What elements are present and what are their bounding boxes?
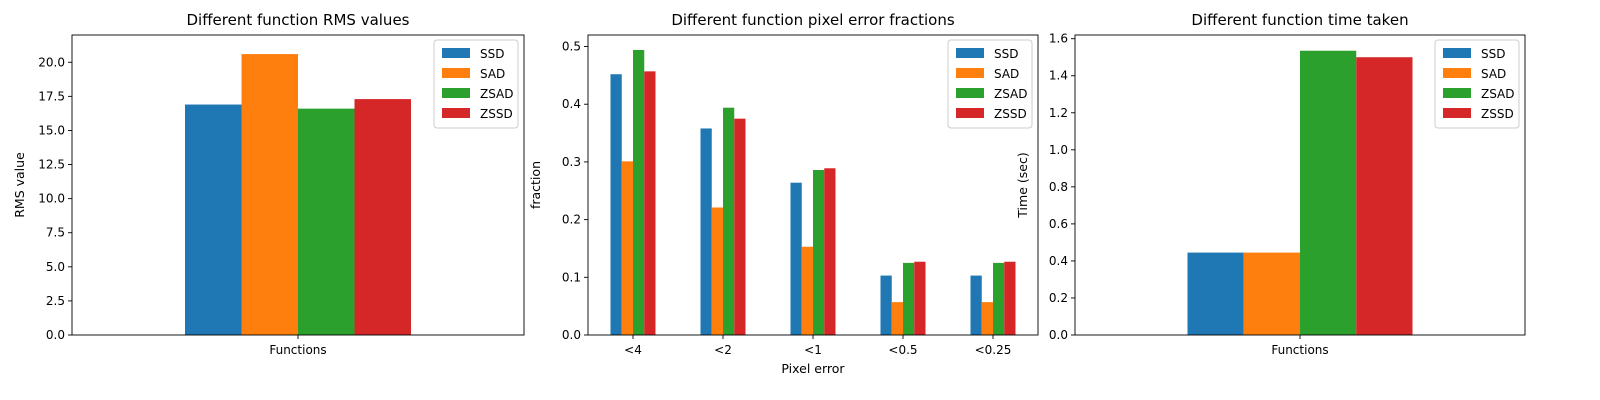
legend-swatch-ssd [1443, 48, 1471, 58]
y-tick-label: 10.0 [38, 192, 65, 206]
bar-ssd-2 [700, 128, 712, 335]
y-tick-label: 0.5 [562, 40, 581, 54]
y-tick-label: 0.6 [1049, 217, 1068, 231]
legend-label-zssd: ZSSD [480, 107, 513, 121]
y-tick-label: 0.4 [1049, 254, 1068, 268]
bar-sad-2 [711, 207, 723, 335]
y-tick-label: 0.0 [562, 328, 581, 342]
bar-ssd-3 [790, 182, 802, 335]
legend-label-zsad: ZSAD [1481, 87, 1515, 101]
y-axis-label: fraction [528, 161, 543, 209]
bar-zsad-1 [1300, 50, 1357, 335]
y-tick-label: 7.5 [46, 226, 65, 240]
y-axis-label: RMS value [12, 152, 27, 218]
bar-ssd-1 [610, 74, 622, 335]
legend-label-zsad: ZSAD [994, 87, 1028, 101]
legend-label-ssd: SSD [480, 47, 504, 61]
legend-swatch-sad [442, 68, 470, 78]
bar-ssd-4 [880, 275, 892, 335]
y-tick-label: 0.1 [562, 270, 581, 284]
bar-zssd-4 [914, 261, 926, 335]
bar-zsad-3 [813, 170, 825, 335]
y-tick-label: 0.0 [46, 328, 65, 342]
legend-swatch-ssd [442, 48, 470, 58]
bar-zssd-3 [824, 168, 836, 335]
legend-label-ssd: SSD [1481, 47, 1505, 61]
legend-swatch-zsad [442, 88, 470, 98]
y-tick-label: 20.0 [38, 55, 65, 69]
legend-box [1434, 39, 1520, 129]
bar-zsad-2 [723, 107, 735, 335]
x-tick-label: Functions [269, 343, 326, 357]
x-tick-label: <2 [714, 343, 732, 357]
legend-label-sad: SAD [1481, 67, 1506, 81]
y-tick-label: 0.4 [562, 97, 581, 111]
legend-label-zssd: ZSSD [1481, 107, 1514, 121]
bar-sad-5 [981, 302, 993, 335]
y-tick-label: 1.0 [1049, 143, 1068, 157]
y-tick-label: 0.2 [1049, 291, 1068, 305]
legend-swatch-ssd [956, 48, 984, 58]
legend-swatch-zsad [1443, 88, 1471, 98]
bar-ssd-1 [185, 104, 242, 335]
y-tick-label: 15.0 [38, 123, 65, 137]
bar-sad-1 [241, 54, 298, 335]
y-tick-label: 1.2 [1049, 106, 1068, 120]
legend-label-sad: SAD [480, 67, 505, 81]
chart-1: 0.0 2.5 5.0 7.5 10.0 12.5 15.0 17.5 20.0 Function… [12, 11, 525, 357]
legend-box [433, 39, 519, 129]
chart-3: 0.0 0.2 0.4 0.6 0.8 1.0 1.2 1.4 1.6 Functions Diff… [1015, 11, 1526, 357]
bar-sad-3 [801, 246, 813, 335]
legend-swatch-zssd [956, 108, 984, 118]
bar-zsad-1 [633, 50, 645, 335]
bar-zssd-5 [1004, 261, 1016, 335]
y-tick-label: 0.0 [1049, 328, 1068, 342]
bar-zsad-4 [903, 262, 915, 335]
legend-label-sad: SAD [994, 67, 1019, 81]
legend-swatch-zssd [1443, 108, 1471, 118]
legend-swatch-sad [1443, 68, 1471, 78]
y-tick-label: 1.6 [1049, 32, 1068, 46]
x-tick-label: <0.5 [888, 343, 917, 357]
x-axis-label: Pixel error [781, 361, 845, 376]
bar-zssd-1 [1356, 57, 1413, 335]
chart-2: 0.0 0.1 0.2 0.3 0.4 0.5 <4 <2 <1 <0.5 <0.25 Differe… [528, 11, 1039, 376]
bar-ssd-5 [970, 275, 982, 335]
bar-zsad-5 [993, 262, 1005, 335]
x-tick-label: <0.25 [975, 343, 1012, 357]
chart-title: Different function pixel error fractions [671, 11, 955, 29]
x-tick-label: <1 [804, 343, 822, 357]
legend-box [947, 39, 1033, 129]
legend-label-ssd: SSD [994, 47, 1018, 61]
chart-title: Different function RMS values [187, 11, 410, 29]
bar-sad-1 [621, 161, 633, 335]
bar-zsad-1 [298, 108, 355, 336]
legend-swatch-sad [956, 68, 984, 78]
bar-ssd-1 [1187, 252, 1244, 335]
chart-title: Different function time taken [1191, 11, 1408, 29]
y-tick-label: 0.8 [1049, 180, 1068, 194]
y-tick-label: 1.4 [1049, 69, 1068, 83]
bar-sad-1 [1243, 252, 1300, 335]
y-tick-label: 17.5 [38, 89, 65, 103]
y-tick-label: 5.0 [46, 260, 65, 274]
x-tick-label: Functions [1271, 343, 1328, 357]
bar-sad-4 [891, 302, 903, 335]
y-tick-label: 12.5 [38, 158, 65, 172]
legend-swatch-zsad [956, 88, 984, 98]
legend-label-zsad: ZSAD [480, 87, 514, 101]
bar-zssd-1 [644, 71, 656, 335]
y-tick-label: 2.5 [46, 294, 65, 308]
x-tick-label: <4 [624, 343, 642, 357]
bar-zssd-2 [734, 118, 746, 336]
bar-zssd-1 [354, 99, 411, 335]
y-tick-label: 0.3 [562, 155, 581, 169]
y-axis-label: Time (sec) [1015, 152, 1030, 218]
legend-swatch-zssd [442, 108, 470, 118]
legend-label-zssd: ZSSD [994, 107, 1027, 121]
y-tick-label: 0.2 [562, 213, 581, 227]
